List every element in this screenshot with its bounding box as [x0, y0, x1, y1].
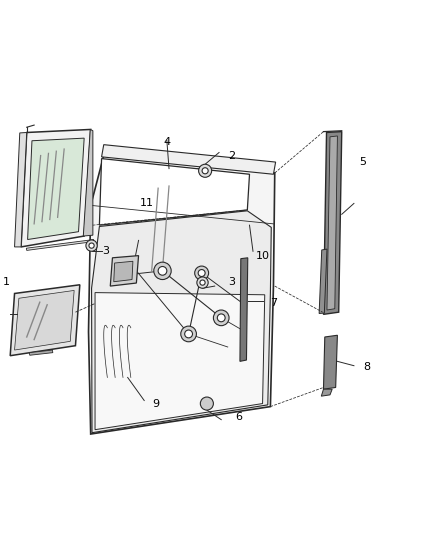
Text: 6: 6 — [235, 411, 242, 422]
Polygon shape — [92, 211, 271, 433]
Polygon shape — [324, 132, 342, 314]
Circle shape — [86, 240, 97, 251]
Polygon shape — [83, 130, 93, 236]
Text: 2: 2 — [229, 150, 236, 160]
Polygon shape — [240, 258, 248, 361]
Polygon shape — [102, 144, 276, 174]
Polygon shape — [324, 335, 337, 389]
Polygon shape — [21, 130, 91, 247]
Text: 4: 4 — [163, 138, 170, 148]
Polygon shape — [110, 256, 138, 286]
Circle shape — [200, 397, 213, 410]
Polygon shape — [14, 290, 74, 350]
Circle shape — [181, 326, 196, 342]
Text: 1: 1 — [2, 277, 9, 287]
Text: 11: 11 — [140, 198, 154, 208]
Circle shape — [185, 330, 193, 338]
Polygon shape — [144, 176, 198, 289]
Circle shape — [217, 314, 225, 322]
Polygon shape — [196, 167, 206, 285]
Polygon shape — [319, 249, 327, 313]
Text: 3: 3 — [102, 246, 110, 256]
Circle shape — [154, 262, 171, 279]
Text: 5: 5 — [359, 157, 366, 167]
Polygon shape — [26, 239, 94, 251]
Polygon shape — [321, 389, 332, 396]
Circle shape — [198, 270, 205, 277]
Text: 10: 10 — [255, 251, 269, 261]
Polygon shape — [10, 285, 80, 356]
Circle shape — [194, 266, 208, 280]
Circle shape — [200, 280, 205, 285]
Polygon shape — [138, 168, 204, 297]
Polygon shape — [88, 156, 275, 434]
Text: 9: 9 — [152, 399, 159, 409]
Polygon shape — [29, 350, 53, 356]
Circle shape — [158, 266, 167, 275]
Circle shape — [198, 164, 212, 177]
Circle shape — [89, 243, 94, 248]
Polygon shape — [327, 136, 337, 310]
Circle shape — [202, 168, 208, 174]
Polygon shape — [99, 159, 250, 225]
Polygon shape — [114, 261, 133, 282]
Polygon shape — [14, 133, 27, 247]
Polygon shape — [95, 293, 265, 430]
Circle shape — [213, 310, 229, 326]
Polygon shape — [28, 138, 84, 239]
Text: 8: 8 — [364, 361, 371, 372]
Text: 7: 7 — [270, 298, 277, 309]
Text: 3: 3 — [229, 277, 236, 287]
Circle shape — [197, 277, 208, 288]
